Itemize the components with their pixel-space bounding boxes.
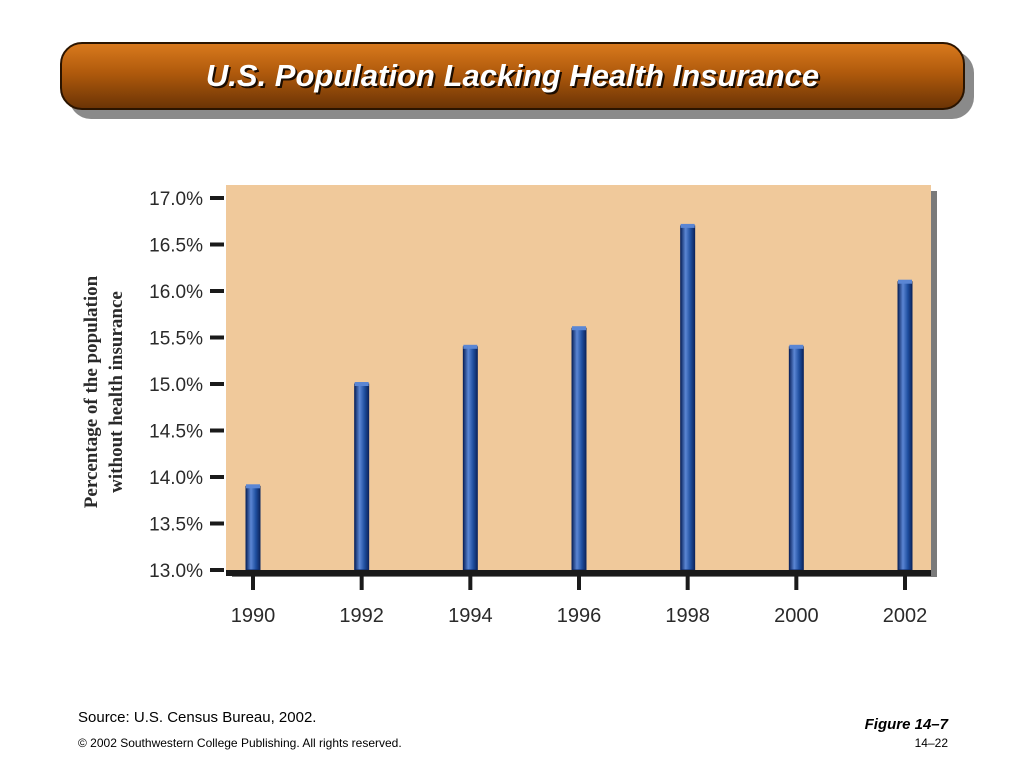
y-tick-label: 13.0% bbox=[149, 561, 203, 582]
x-tick-label: 1992 bbox=[339, 605, 384, 627]
y-tick-mark bbox=[210, 335, 224, 340]
bar bbox=[680, 225, 696, 571]
x-tick-mark bbox=[359, 572, 364, 590]
y-tick-label: 15.5% bbox=[149, 329, 203, 350]
x-tick-mark bbox=[903, 572, 907, 590]
y-tick-label: 16.5% bbox=[149, 236, 203, 257]
bar-cap bbox=[354, 382, 369, 386]
bar-cap bbox=[898, 279, 912, 284]
bar bbox=[571, 327, 587, 571]
y-tick-label: 15.0% bbox=[149, 375, 203, 396]
y-tick-mark bbox=[210, 521, 224, 526]
bar-cap bbox=[572, 326, 586, 331]
bar bbox=[462, 346, 478, 571]
y-tick-label: 16.0% bbox=[149, 282, 203, 303]
x-tick-mark bbox=[794, 572, 799, 590]
source-note: Source: U.S. Census Bureau, 2002. bbox=[78, 709, 317, 726]
x-tick-label: 1994 bbox=[448, 605, 493, 627]
bar bbox=[245, 485, 261, 571]
copyright-note: © 2002 Southwestern College Publishing. … bbox=[78, 736, 402, 750]
title-bar: U.S. Population Lacking Health Insurance bbox=[60, 42, 965, 110]
bar-cap bbox=[246, 484, 260, 489]
y-tick-mark bbox=[210, 242, 224, 247]
figure-label: Figure 14–7 bbox=[864, 716, 948, 733]
y-axis-label: Percentage of the population bbox=[81, 275, 102, 508]
y-tick-label: 14.5% bbox=[149, 422, 203, 443]
x-tick-label: 2002 bbox=[883, 605, 928, 627]
y-tick-mark bbox=[210, 289, 224, 293]
y-tick-mark bbox=[210, 428, 224, 433]
bar bbox=[788, 346, 804, 571]
x-tick-label: 1998 bbox=[665, 605, 710, 627]
bar-cap bbox=[463, 344, 478, 349]
y-tick-mark bbox=[210, 475, 224, 479]
bar-cap bbox=[789, 344, 804, 349]
x-tick-mark bbox=[251, 572, 255, 590]
x-tick-label: 1996 bbox=[557, 605, 602, 627]
y-axis-label: without health insurance bbox=[106, 291, 127, 493]
bar bbox=[354, 383, 370, 571]
x-tick-mark bbox=[685, 572, 690, 590]
slide-title: U.S. Population Lacking Health Insurance bbox=[205, 58, 820, 93]
y-tick-label: 13.5% bbox=[149, 515, 203, 536]
y-tick-mark bbox=[210, 568, 224, 572]
y-tick-mark bbox=[210, 196, 224, 200]
x-tick-label: 1990 bbox=[231, 605, 276, 627]
y-tick-mark bbox=[210, 382, 224, 386]
bar bbox=[897, 281, 913, 571]
y-tick-label: 17.0% bbox=[149, 189, 203, 210]
bar-cap bbox=[680, 223, 695, 228]
page-number: 14–22 bbox=[914, 736, 948, 750]
x-tick-mark bbox=[577, 572, 581, 590]
y-tick-label: 14.0% bbox=[149, 468, 203, 489]
x-tick-label: 2000 bbox=[774, 605, 819, 627]
x-tick-mark bbox=[468, 572, 473, 590]
